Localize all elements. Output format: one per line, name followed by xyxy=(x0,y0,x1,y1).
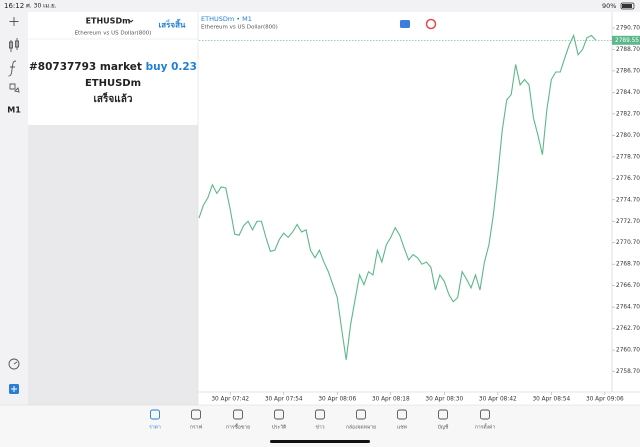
crosshair-icon[interactable] xyxy=(9,17,19,26)
tab-icon xyxy=(191,409,201,420)
y-tick-label: 2768.70 xyxy=(616,262,640,268)
price-line xyxy=(198,33,597,360)
order-ticket: #80737793 market xyxy=(29,61,142,73)
tab-label: การตั้งค่า xyxy=(475,422,496,431)
x-tick-label: 30 Apr 07:42 xyxy=(211,397,249,403)
x-tick-label: 30 Apr 08:42 xyxy=(479,397,517,403)
y-tick-label: 2780.70 xyxy=(616,133,640,139)
tab-icon xyxy=(397,409,407,420)
status-date: ศ. 30 เม.ย. xyxy=(26,3,57,10)
battery-level xyxy=(622,4,632,8)
panel-description: Ethereum vs US Dollar(800) xyxy=(75,31,152,37)
tab[interactable]: ราคา xyxy=(149,409,161,431)
tab-label: ราคา xyxy=(149,425,161,431)
speed-icon[interactable] xyxy=(8,358,20,370)
tab[interactable]: ประวัติ xyxy=(272,409,287,431)
tab-label: ประวัติ xyxy=(272,424,287,431)
y-tick-label: 2782.70 xyxy=(616,111,640,117)
done-button[interactable]: เสร็จสิ้น xyxy=(159,19,186,30)
timeframe[interactable]: M1 xyxy=(7,106,21,115)
sidebar-icons xyxy=(8,17,20,370)
battery-icon xyxy=(620,2,635,10)
tab[interactable]: กล่องจดหมาย xyxy=(346,409,376,431)
tab[interactable]: ข่าว xyxy=(315,409,325,431)
tab-label: การซื้อขาย xyxy=(226,422,250,431)
y-tick-label: 2762.70 xyxy=(616,326,640,332)
tab[interactable]: การตั้งค่า xyxy=(475,409,496,431)
tab[interactable]: แชท xyxy=(397,409,407,431)
x-tick-label: 30 Apr 08:54 xyxy=(532,397,570,403)
tab[interactable]: การซื้อขาย xyxy=(226,409,250,431)
y-tick-label: 2776.70 xyxy=(616,176,640,182)
panel-symbol[interactable]: ETHUSDm xyxy=(86,17,131,26)
y-tick-label: 2786.70 xyxy=(616,68,640,74)
objects-icon[interactable] xyxy=(9,83,20,93)
chart-title: ETHUSDm • M1 xyxy=(201,15,252,23)
x-tick-label: 30 Apr 09:06 xyxy=(586,397,624,403)
tab-icon xyxy=(233,409,243,420)
tab-icon xyxy=(356,409,366,420)
sidebar xyxy=(0,12,28,405)
x-tick-label: 30 Apr 08:18 xyxy=(372,397,410,403)
y-tick-label: 2764.70 xyxy=(616,305,640,311)
order-line: #80737793 market buy 0.23 xyxy=(29,61,197,73)
tab-icon xyxy=(274,409,284,420)
tab-icon xyxy=(438,409,448,420)
y-tick-label: 2784.70 xyxy=(616,90,640,96)
home-indicator xyxy=(270,440,370,443)
x-tick-label: 30 Apr 07:54 xyxy=(265,397,303,403)
last-price-box xyxy=(612,35,640,45)
x-tick-label: 30 Apr 08:30 xyxy=(425,397,463,403)
tab-label: กล่องจดหมาย xyxy=(346,425,376,431)
symbol-chevron[interactable] xyxy=(128,19,134,23)
x-tick-label: 30 Apr 08:06 xyxy=(318,397,356,403)
tab-label: กราฟ xyxy=(190,425,203,431)
y-tick-label: 2758.70 xyxy=(616,369,640,375)
tab-label: บัญชี xyxy=(438,424,449,431)
tab[interactable]: บัญชี xyxy=(438,409,449,431)
y-tick-label: 2770.70 xyxy=(616,240,640,246)
order-status: เสร็จแล้ว xyxy=(94,91,133,105)
chart-subtitle: Ethereum vs US Dollar(800) xyxy=(201,25,278,31)
trade-icon[interactable] xyxy=(400,20,410,28)
panel-empty xyxy=(28,125,198,405)
order-side: buy 0.23 xyxy=(146,61,197,73)
indicator-icon[interactable] xyxy=(9,38,19,52)
function-icon[interactable] xyxy=(8,60,17,77)
tab-label: แชท xyxy=(397,425,407,431)
order-panel xyxy=(28,12,198,125)
add-plus xyxy=(11,386,17,392)
tab-icon xyxy=(480,409,490,420)
y-tick-label: 2772.70 xyxy=(616,219,640,225)
y-tick-label: 2774.70 xyxy=(616,197,640,203)
y-tick-label: 2790.70 xyxy=(616,25,640,31)
status-time: 16:12 xyxy=(4,2,24,10)
y-tick-label: 2760.70 xyxy=(616,348,640,354)
tab-label: ข่าว xyxy=(315,425,324,431)
alert-icon[interactable] xyxy=(425,18,437,30)
y-tick-label: 2788.70 xyxy=(616,47,640,53)
tab-icon xyxy=(315,409,325,420)
last-price-label: 2789.55 xyxy=(615,38,639,44)
tab-icon xyxy=(150,409,160,420)
speed-needle xyxy=(13,361,18,365)
chart-area xyxy=(198,12,640,405)
order-symbol: ETHUSDm xyxy=(85,78,141,89)
tab[interactable]: กราฟ xyxy=(190,409,203,431)
y-tick-label: 2766.70 xyxy=(616,283,640,289)
y-tick-label: 2778.70 xyxy=(616,154,640,160)
status-battery: 90% xyxy=(602,2,616,10)
